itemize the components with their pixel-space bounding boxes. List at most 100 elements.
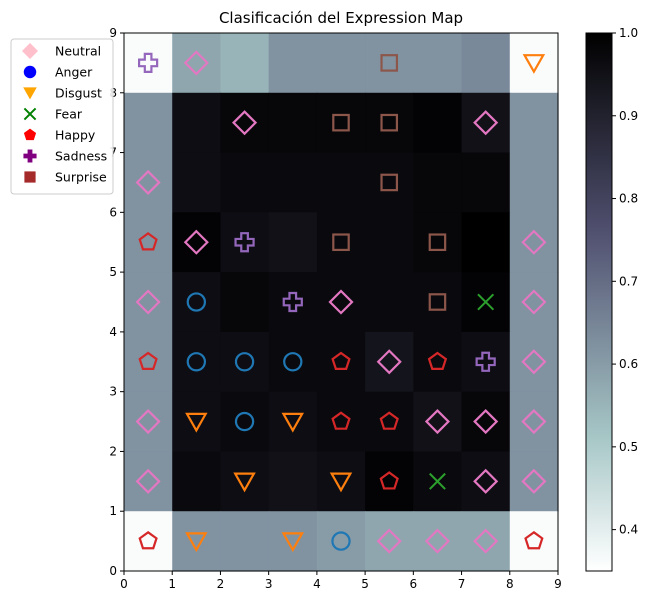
marker-neutral: [521, 289, 547, 315]
heatmap-cell: [509, 391, 559, 453]
heatmap-cell: [172, 451, 222, 512]
colorbar-tick-label: 0.9: [619, 109, 638, 123]
marker-anger: [283, 352, 303, 372]
heatmap-cell: [509, 511, 559, 572]
heatmap-cell: [461, 152, 511, 213]
marker-neutral: [135, 169, 161, 196]
heatmap-cell: [365, 331, 414, 393]
marker-neutral: [521, 408, 547, 435]
marker-anger: [234, 411, 255, 432]
marker-sadness: [137, 52, 159, 74]
heatmap-cell: [172, 212, 222, 273]
x-tick-label: 3: [265, 577, 273, 591]
marker-neutral: [183, 50, 209, 76]
heatmap-cell: [268, 92, 318, 154]
heatmap-cell: [316, 391, 366, 453]
heatmap-cell: [316, 331, 366, 393]
marker-anger: [186, 292, 207, 312]
marker-happy: [331, 351, 351, 370]
legend-marker-fear: [23, 107, 37, 121]
marker-happy: [379, 411, 399, 430]
legend-marker-disgust: [23, 87, 37, 100]
marker-disgust: [233, 472, 256, 493]
marker-happy: [379, 471, 399, 490]
marker-happy: [331, 411, 351, 430]
legend-label-surprise: Surprise: [55, 170, 107, 185]
legend-marker-neutral: [22, 43, 38, 59]
marker-neutral: [473, 528, 499, 554]
heatmap-cell: [316, 33, 366, 94]
colorbar-tick-label: 0.6: [619, 357, 638, 371]
heatmap-cell: [268, 451, 318, 512]
heatmap-cell: [124, 212, 173, 273]
heatmap-cell: [268, 331, 318, 393]
plot-frame: [123, 32, 559, 572]
x-tick-label: 4: [313, 577, 321, 591]
heatmap-cell: [172, 511, 222, 572]
heatmap-cell: [413, 391, 463, 453]
y-tick-label: 1: [109, 504, 117, 518]
x-tick-label: 6: [410, 577, 418, 591]
heatmap-cell: [124, 391, 173, 453]
heatmap-cell: [220, 451, 270, 512]
heatmap-cell: [413, 331, 463, 393]
marker-fear: [477, 293, 495, 311]
legend-marker-surprise: [24, 171, 36, 183]
chart-title: Clasificación del Expression Map: [219, 9, 463, 27]
marker-disgust: [185, 412, 208, 433]
heatmap-cell: [509, 212, 559, 273]
heatmap-cell: [413, 212, 463, 273]
marker-surprise: [332, 113, 350, 132]
y-tick-label: 0: [109, 564, 117, 578]
legend-label-sadness: Sadness: [55, 149, 107, 164]
heatmap-cell: [365, 212, 414, 273]
y-tick-label: 3: [109, 385, 117, 399]
y-tick-label: 5: [109, 265, 117, 279]
colorbar-tick-label: 0.7: [619, 274, 638, 288]
marker-disgust: [281, 412, 305, 433]
marker-neutral: [521, 349, 547, 375]
heatmap-cells: [124, 33, 559, 572]
marker-neutral: [424, 408, 451, 435]
marker-neutral: [473, 408, 499, 435]
heatmap-cell: [509, 451, 559, 512]
heatmap-cell: [365, 391, 414, 453]
colorbar-gradient: [585, 32, 613, 572]
legend-marker-anger: [23, 65, 37, 79]
heatmap-cell: [124, 511, 173, 572]
marker-neutral: [183, 229, 209, 255]
heatmap-cell: [509, 272, 559, 333]
marker-disgust: [522, 54, 546, 74]
marker-surprise: [332, 233, 350, 252]
marker-neutral: [376, 349, 402, 375]
heatmap-cell: [316, 451, 366, 512]
heatmap-cell: [365, 152, 414, 213]
marker-sadness: [234, 232, 255, 253]
x-tick-label: 2: [217, 577, 225, 591]
y-tick-label: 6: [109, 205, 117, 219]
heatmap-cell: [172, 331, 222, 393]
heatmap-cell: [365, 272, 414, 333]
heatmap-cell: [316, 272, 366, 333]
marker-surprise: [428, 293, 447, 311]
marker-disgust: [185, 532, 208, 553]
heatmap-cell: [220, 152, 270, 213]
heatmap-cell: [172, 33, 222, 94]
heatmap-cell: [268, 391, 318, 453]
heatmap-cell: [268, 272, 318, 333]
legend-marker-sadness: [23, 149, 37, 163]
heatmap-cell: [220, 272, 270, 333]
legend-label-happy: Happy: [55, 128, 96, 143]
marker-neutral: [231, 110, 258, 136]
heatmap-cell: [413, 511, 463, 572]
heatmap-cell: [220, 391, 270, 453]
heatmap-cell: [461, 33, 511, 94]
heatmap-cell: [413, 152, 463, 213]
heatmap-cell: [365, 33, 414, 94]
marker-fear: [429, 472, 446, 490]
legend: Neutral Anger Disgust Fear Happy Sadness Surpr…: [10, 38, 114, 195]
x-tick-label: 8: [506, 577, 514, 591]
heatmap-cell: [316, 212, 366, 273]
heatmap-cell: [316, 92, 366, 154]
